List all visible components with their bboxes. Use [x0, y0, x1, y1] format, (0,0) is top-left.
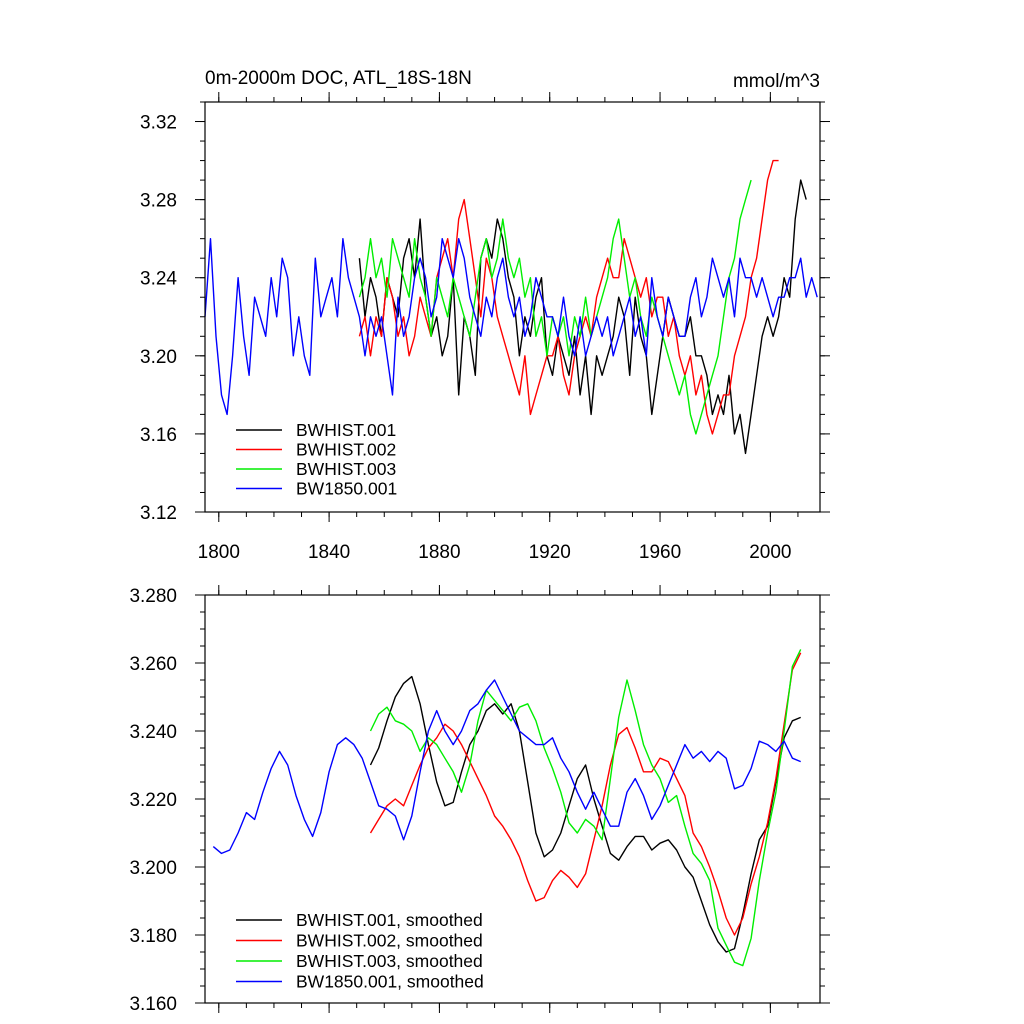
series-line-bottom-3: [369, 649, 802, 967]
bottom-panel: 3.160 3.180 3.200 3.220 3.240 3.260 3.280 BWHI…: [129, 585, 830, 1015]
series-line-top-4: [204, 237, 818, 416]
legend-label: BW1850.001: [296, 479, 397, 499]
top-ticks: 3.12 3.16 3.20 3.24 3.28 3.32 1800 1840 1880 1920…: [140, 92, 830, 563]
y-tick-label: 3.200: [129, 858, 177, 879]
x-tick-label: 1880: [418, 542, 460, 563]
top-chart-title: 0m-2000m DOC, ATL_18S-18N: [205, 68, 472, 89]
legend-label: BWHIST.003, smoothed: [296, 951, 483, 971]
series-line-bottom-4: [212, 679, 801, 855]
legend-label: BWHIST.002, smoothed: [296, 931, 483, 951]
y-tick-label: 3.280: [129, 586, 177, 607]
bottom-plot-frame: [204, 594, 821, 1004]
y-tick-label: 3.20: [140, 347, 177, 368]
y-tick-label: 3.12: [140, 503, 177, 524]
top-chart-units: mmol/m^3: [733, 71, 820, 92]
y-tick-label: 3.220: [129, 790, 177, 811]
y-tick-label: 3.240: [129, 722, 177, 743]
bottom-series-layer: [212, 649, 802, 967]
x-tick-label: 1920: [529, 542, 571, 563]
y-tick-label: 3.16: [140, 425, 177, 446]
top-series-layer: [204, 159, 818, 455]
legend-label: BWHIST.001, smoothed: [296, 910, 483, 930]
y-tick-label: 3.24: [140, 269, 177, 290]
x-tick-label: 1800: [198, 542, 240, 563]
legend-label: BWHIST.001: [296, 420, 396, 440]
y-tick-label: 3.180: [129, 926, 177, 947]
top-panel: 0m-2000m DOC, ATL_18S-18N mmol/m^3 3.123…: [140, 68, 830, 563]
y-tick-label: 3.32: [140, 113, 177, 134]
series-line-top-1: [358, 179, 807, 455]
series-line-top-2: [358, 159, 779, 435]
legend-label: BWHIST.003: [296, 459, 396, 479]
x-tick-label: 1960: [639, 542, 681, 563]
x-tick-label: 1840: [308, 542, 350, 563]
legend-label: BWHIST.002: [296, 440, 396, 460]
series-line-bottom-2: [369, 652, 802, 936]
y-tick-label: 3.28: [140, 191, 177, 212]
x-tick-label: 2000: [749, 542, 791, 563]
y-tick-label: 3.160: [129, 994, 177, 1015]
bottom-ticks: 3.160 3.180 3.200 3.220 3.240 3.260 3.280: [129, 585, 830, 1015]
y-tick-label: 3.260: [129, 654, 177, 675]
legend-label: BW1850.001, smoothed: [296, 972, 484, 992]
top-plot-frame: [204, 101, 821, 513]
